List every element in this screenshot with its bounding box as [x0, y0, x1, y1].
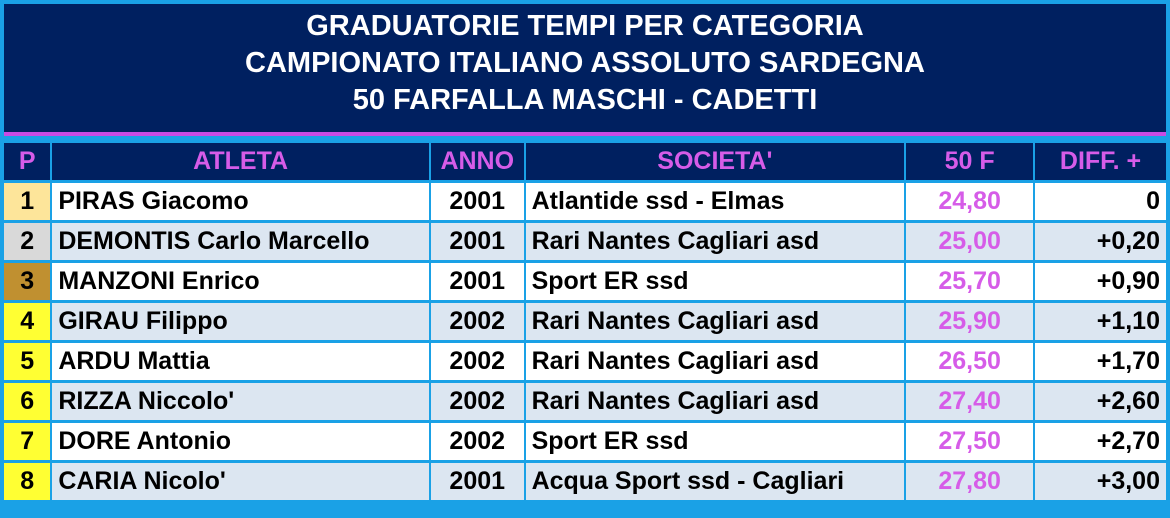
time-cell: 25,70 [906, 263, 1034, 300]
ranking-table: P ATLETA ANNO SOCIETA' 50 F DIFF. + 1 PI… [2, 140, 1168, 503]
athlete-cell: DORE Antonio [52, 423, 429, 460]
position-cell: 1 [4, 183, 51, 220]
year-cell: 2002 [430, 383, 524, 420]
time-cell: 27,50 [906, 423, 1034, 460]
club-cell: Rari Nantes Cagliari asd [525, 383, 905, 420]
position-cell: 6 [4, 383, 51, 420]
time-cell: 27,40 [906, 383, 1034, 420]
athlete-cell: MANZONI Enrico [52, 263, 429, 300]
diff-cell: +0,90 [1035, 263, 1166, 300]
table-row: 1 PIRAS Giacomo 2001 Atlantide ssd - Elm… [4, 183, 1166, 220]
club-cell: Sport ER ssd [525, 263, 905, 300]
diff-cell: +2,60 [1035, 383, 1166, 420]
col-header-club: SOCIETA' [525, 143, 905, 180]
header-divider [4, 132, 1166, 136]
diff-cell: 0 [1035, 183, 1166, 220]
year-cell: 2001 [430, 223, 524, 260]
table-row: 7 DORE Antonio 2002 Sport ER ssd 27,50 +… [4, 423, 1166, 460]
table-row: 4 GIRAU Filippo 2002 Rari Nantes Cagliar… [4, 303, 1166, 340]
table-header-row: P ATLETA ANNO SOCIETA' 50 F DIFF. + [4, 143, 1166, 180]
position-cell: 8 [4, 463, 51, 500]
diff-cell: +1,10 [1035, 303, 1166, 340]
club-cell: Acqua Sport ssd - Cagliari [525, 463, 905, 500]
table-row: 6 RIZZA Niccolo' 2002 Rari Nantes Caglia… [4, 383, 1166, 420]
athlete-cell: PIRAS Giacomo [52, 183, 429, 220]
position-cell: 5 [4, 343, 51, 380]
col-header-year: ANNO [430, 143, 524, 180]
year-cell: 2001 [430, 463, 524, 500]
year-cell: 2001 [430, 183, 524, 220]
club-cell: Rari Nantes Cagliari asd [525, 223, 905, 260]
position-cell: 2 [4, 223, 51, 260]
diff-cell: +2,70 [1035, 423, 1166, 460]
club-cell: Sport ER ssd [525, 423, 905, 460]
athlete-cell: ARDU Mattia [52, 343, 429, 380]
club-cell: Rari Nantes Cagliari asd [525, 303, 905, 340]
year-cell: 2001 [430, 263, 524, 300]
position-cell: 7 [4, 423, 51, 460]
time-cell: 27,80 [906, 463, 1034, 500]
table-row: 8 CARIA Nicolo' 2001 Acqua Sport ssd - C… [4, 463, 1166, 500]
athlete-cell: RIZZA Niccolo' [52, 383, 429, 420]
title-block: GRADUATORIE TEMPI PER CATEGORIA CAMPIONA… [4, 4, 1166, 132]
club-cell: Atlantide ssd - Elmas [525, 183, 905, 220]
athlete-cell: CARIA Nicolo' [52, 463, 429, 500]
title-line-3: 50 FARFALLA MASCHI - CADETTI [352, 84, 818, 116]
time-cell: 26,50 [906, 343, 1034, 380]
position-cell: 4 [4, 303, 51, 340]
year-cell: 2002 [430, 423, 524, 460]
title-line-1: GRADUATORIE TEMPI PER CATEGORIA [306, 10, 864, 42]
athlete-cell: GIRAU Filippo [52, 303, 429, 340]
year-cell: 2002 [430, 303, 524, 340]
time-cell: 24,80 [906, 183, 1034, 220]
diff-cell: +0,20 [1035, 223, 1166, 260]
athlete-cell: DEMONTIS Carlo Marcello [52, 223, 429, 260]
diff-cell: +3,00 [1035, 463, 1166, 500]
ranking-sheet: GRADUATORIE TEMPI PER CATEGORIA CAMPIONA… [4, 4, 1166, 514]
col-header-diff: DIFF. + [1035, 143, 1166, 180]
diff-cell: +1,70 [1035, 343, 1166, 380]
table-row: 2 DEMONTIS Carlo Marcello 2001 Rari Nant… [4, 223, 1166, 260]
year-cell: 2002 [430, 343, 524, 380]
col-header-athlete: ATLETA [52, 143, 429, 180]
table-row: 3 MANZONI Enrico 2001 Sport ER ssd 25,70… [4, 263, 1166, 300]
position-cell: 3 [4, 263, 51, 300]
club-cell: Rari Nantes Cagliari asd [525, 343, 905, 380]
table-row: 5 ARDU Mattia 2002 Rari Nantes Cagliari … [4, 343, 1166, 380]
col-header-pos: P [4, 143, 51, 180]
col-header-time: 50 F [906, 143, 1034, 180]
title-line-2: CAMPIONATO ITALIANO ASSOLUTO SARDEGNA [245, 47, 925, 79]
time-cell: 25,00 [906, 223, 1034, 260]
time-cell: 25,90 [906, 303, 1034, 340]
